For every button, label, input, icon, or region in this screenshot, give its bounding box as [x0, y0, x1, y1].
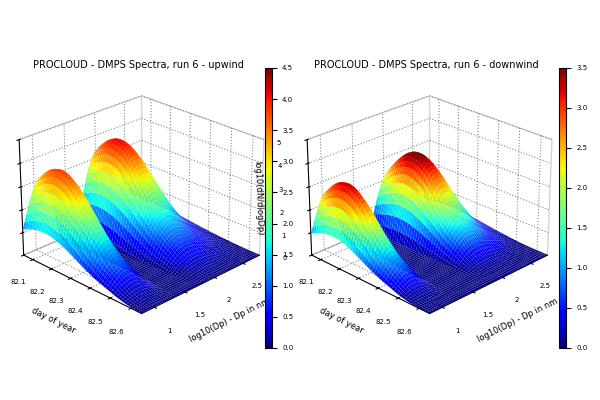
Title: PROCLOUD - DMPS Spectra, run 6 - downwind: PROCLOUD - DMPS Spectra, run 6 - downwin… [314, 60, 538, 70]
X-axis label: log10(Dp) - Dp in nm: log10(Dp) - Dp in nm [188, 296, 271, 344]
Title: PROCLOUD - DMPS Spectra, run 6 - upwind: PROCLOUD - DMPS Spectra, run 6 - upwind [32, 60, 244, 70]
Y-axis label: day of year: day of year [318, 306, 365, 335]
Y-axis label: day of year: day of year [30, 306, 77, 335]
X-axis label: log10(Dp) - Dp in nm: log10(Dp) - Dp in nm [476, 296, 559, 344]
